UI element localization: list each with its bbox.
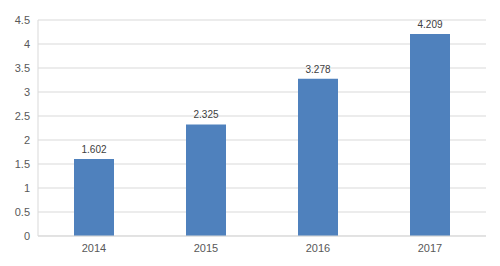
svg-text:2016: 2016: [306, 242, 330, 254]
svg-text:1.602: 1.602: [81, 144, 106, 155]
svg-text:2.325: 2.325: [193, 109, 218, 120]
svg-text:1: 1: [24, 182, 30, 194]
svg-text:4.209: 4.209: [417, 19, 442, 30]
svg-text:3: 3: [24, 86, 30, 98]
svg-text:0.5: 0.5: [15, 206, 30, 218]
svg-text:1.5: 1.5: [15, 158, 30, 170]
svg-text:4.5: 4.5: [15, 14, 30, 26]
svg-text:2017: 2017: [418, 242, 442, 254]
svg-text:0: 0: [24, 230, 30, 242]
svg-text:3.278: 3.278: [305, 64, 330, 75]
svg-text:2.5: 2.5: [15, 110, 30, 122]
svg-text:3.5: 3.5: [15, 62, 30, 74]
svg-text:4: 4: [24, 38, 30, 50]
svg-text:2014: 2014: [82, 242, 106, 254]
svg-text:2: 2: [24, 134, 30, 146]
svg-text:2015: 2015: [194, 242, 218, 254]
